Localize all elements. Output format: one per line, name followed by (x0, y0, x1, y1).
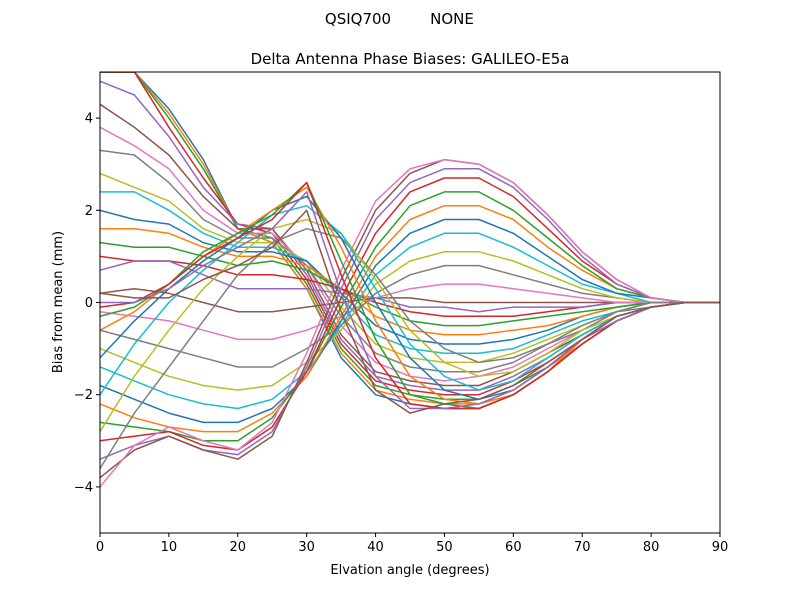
series-line-17 (100, 283, 720, 341)
series-line-2 (100, 72, 720, 405)
y-tick-label: −4 (74, 480, 93, 495)
series-line-19 (100, 251, 720, 391)
y-tick-label: −2 (74, 388, 93, 403)
series-line-12 (100, 227, 720, 336)
x-tick-label: 30 (298, 540, 315, 555)
x-axis: 0 10 20 30 40 50 60 70 80 90 (96, 533, 728, 555)
y-axis-label: Bias from mean (mm) (51, 231, 66, 373)
series-lines (100, 72, 720, 488)
series-line-21 (100, 218, 720, 424)
y-tick-label: 4 (85, 112, 93, 127)
x-tick-label: 10 (161, 540, 178, 555)
series-line-22 (100, 204, 720, 433)
series-line-35 (100, 191, 720, 410)
x-tick-label: 0 (96, 540, 104, 555)
x-tick-label: 50 (436, 540, 453, 555)
chart-title: Delta Antenna Phase Biases: GALILEO-E5a (251, 50, 570, 68)
y-axis: −4 −2 0 2 4 (74, 112, 100, 495)
x-tick-label: 40 (367, 540, 384, 555)
series-line-3 (100, 72, 720, 401)
series-line-36 (100, 209, 720, 414)
series-line-28 (100, 227, 720, 469)
series-line-11 (100, 209, 720, 345)
x-tick-label: 90 (712, 540, 729, 555)
y-tick-label: 0 (85, 296, 93, 311)
x-tick-label: 60 (505, 540, 522, 555)
x-tick-label: 70 (574, 540, 591, 555)
suptitle-left: QSIQ700 (325, 10, 391, 28)
x-tick-label: 20 (230, 540, 247, 555)
y-tick-label: 2 (85, 204, 93, 219)
x-axis-label: Elvation angle (degrees) (330, 563, 489, 578)
series-line-27 (100, 158, 720, 488)
suptitle-right: NONE (430, 10, 474, 28)
x-tick-label: 80 (643, 540, 660, 555)
